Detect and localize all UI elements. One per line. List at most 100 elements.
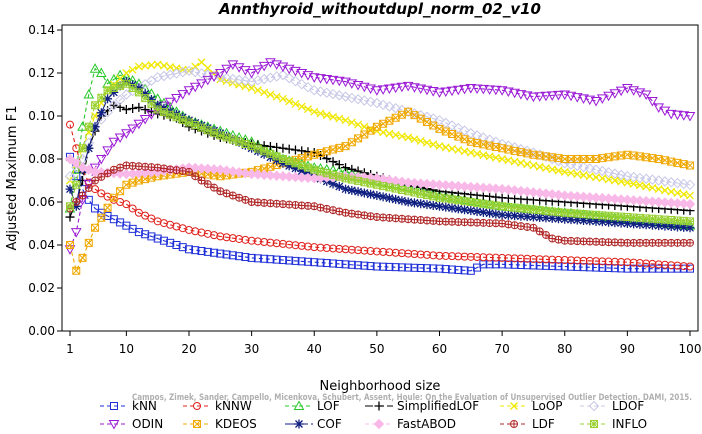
data-point [346,92,358,104]
data-point [297,146,307,156]
data-point [109,87,119,97]
data-point [578,161,589,173]
data-point [272,255,281,264]
data-point [416,199,426,209]
series-loop [66,58,694,200]
data-point [71,158,82,169]
data-point [617,264,626,273]
data-point [491,253,500,262]
data-point [335,114,344,123]
data-point [585,263,594,272]
data-point [159,236,168,245]
data-point [460,205,470,215]
series-line [69,156,690,272]
series-layer [64,58,696,275]
x-tick-label: 80 [557,342,572,356]
data-point [171,93,182,104]
data-point [327,75,339,86]
data-point [516,158,525,167]
data-point [603,91,614,102]
legend-item-loop: LoOP [500,399,563,413]
data-point [554,255,563,264]
data-point [616,218,626,228]
data-point [316,203,325,212]
data-point [516,260,525,269]
data-point [166,63,175,71]
data-point [447,203,457,213]
data-point [542,164,550,172]
data-point [573,256,582,265]
data-point [440,87,452,98]
data-point [585,172,594,181]
data-point [672,222,682,232]
data-point [291,256,300,265]
data-point [272,152,281,161]
data-point [329,259,338,268]
data-point [122,200,131,209]
data-point [667,187,676,196]
data-point [648,183,657,192]
legend-item-odin: ODIN [100,417,163,431]
data-point [629,179,638,188]
data-point [548,165,557,174]
data-point [571,93,583,103]
data-point [83,88,95,99]
data-point [453,122,464,134]
data-point [584,163,596,174]
data-point [385,262,394,271]
data-point [397,132,406,141]
data-point [429,264,438,273]
data-point [529,261,538,270]
data-point [297,257,306,266]
data-point [366,262,375,271]
data-point [535,162,544,171]
data-point [672,110,683,121]
data-point [247,84,256,93]
data-point [554,235,563,244]
data-point [316,109,325,118]
data-point [310,243,319,252]
data-point [166,238,175,247]
data-point [334,90,345,101]
data-point [278,155,287,163]
data-point [421,85,433,96]
data-point [178,243,187,252]
data-point [241,139,250,148]
data-point [303,242,312,251]
data-point [572,160,583,172]
data-point [541,261,550,270]
data-point [246,69,257,79]
data-point [491,153,500,162]
data-point [390,103,401,114]
data-point [654,264,663,273]
data-point [310,165,319,174]
data-point [109,84,118,93]
data-point [116,187,125,196]
data-point [197,228,206,237]
legend-marker [193,402,201,410]
data-point [253,86,262,95]
data-point [183,65,195,77]
data-point [648,264,657,273]
data-point [535,261,544,270]
data-point [290,75,301,87]
data-point [659,176,671,187]
data-point [191,246,200,255]
data-point [416,264,425,273]
data-point [197,123,206,132]
data-point [673,189,682,197]
data-point [391,194,401,204]
data-point [454,252,463,261]
data-point [341,116,350,125]
data-point [523,254,532,263]
data-point [446,86,458,97]
data-point [340,77,351,88]
data-point [410,263,419,272]
data-point [498,155,507,163]
data-point [396,82,408,93]
data-point [523,160,532,169]
data-point [434,88,445,98]
y-axis: 0.00 0.02 0.04 0.06 0.08 0.10 0.12 0.14 [28,23,62,338]
data-point [416,250,425,259]
data-point [64,170,76,182]
